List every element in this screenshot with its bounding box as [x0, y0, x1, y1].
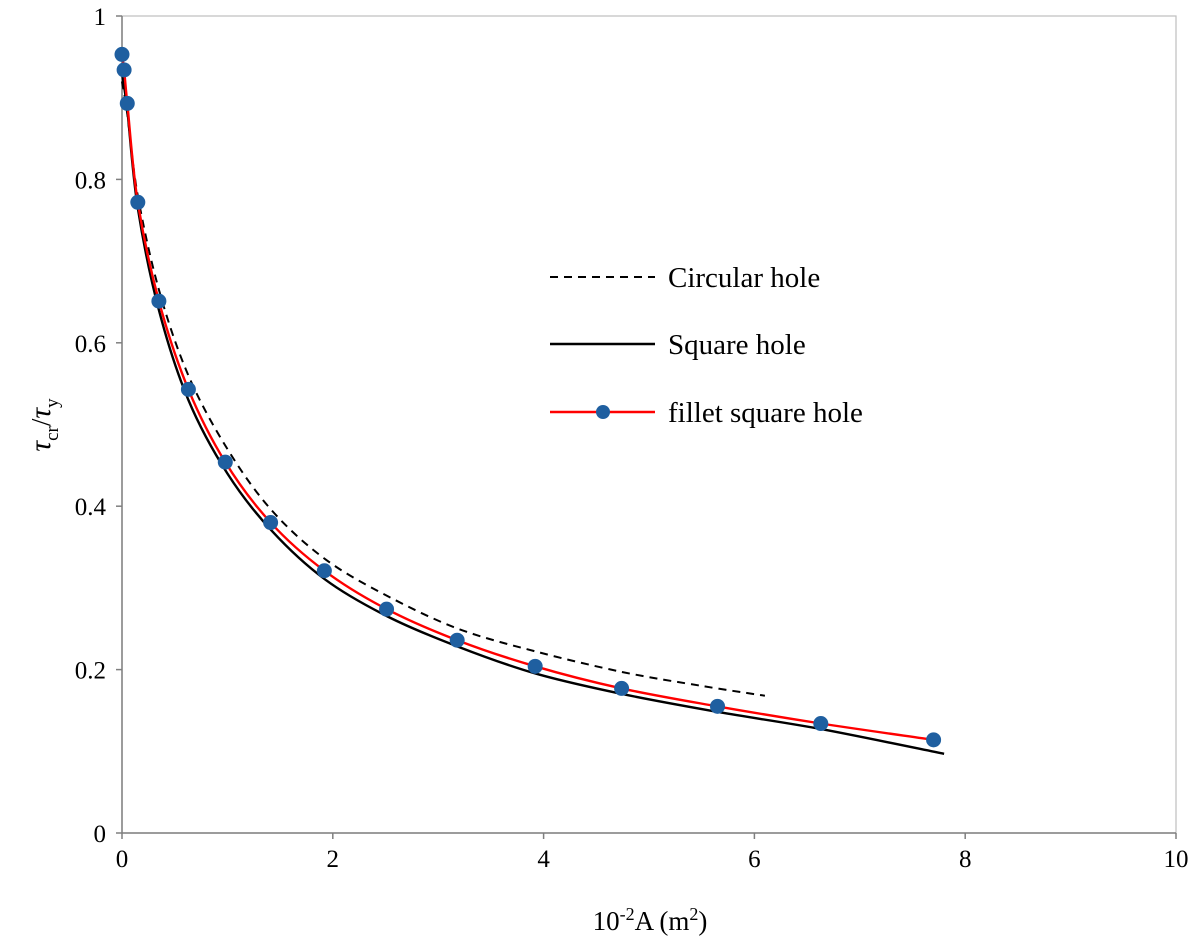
y-tick-label: 0.6 [75, 331, 106, 358]
x-tick-labels: 0 2 4 6 8 10 [116, 833, 1189, 873]
x-tick-label: 2 [327, 846, 340, 873]
series-line-circular-hole [121, 81, 766, 697]
y-axis-title: τcr/τy [24, 398, 63, 452]
series-line-fillet-square-hole [120, 54, 934, 742]
data-point-fillet-square-hole [130, 194, 146, 210]
y-tick-label: 0.2 [75, 658, 106, 685]
legend-label-fillet-square-hole: fillet square hole [668, 397, 863, 429]
data-point-fillet-square-hole [114, 46, 130, 62]
data-point-fillet-square-hole [151, 293, 167, 309]
y-tick-label: 0.4 [75, 494, 107, 521]
y-tick-label: 0 [94, 821, 107, 848]
axes-frame [121, 15, 1177, 834]
data-point-fillet-square-hole [527, 658, 543, 674]
data-point-fillet-square-hole [316, 563, 332, 579]
x-axis-title: 10-2A (m2) [593, 904, 708, 936]
data-point-fillet-square-hole [926, 732, 942, 748]
data-point-fillet-square-hole [119, 95, 135, 111]
y-tick-label: 1 [94, 4, 107, 31]
x-tick-label: 8 [959, 846, 972, 873]
data-point-fillet-square-hole [180, 381, 196, 397]
legend-label-circular-hole: Circular hole [668, 262, 820, 294]
data-point-fillet-square-hole [710, 698, 726, 714]
data-point-fillet-square-hole [614, 680, 630, 696]
legend: Circular hole Square hole fillet square … [550, 262, 863, 429]
legend-marker-fillet-square-hole [596, 405, 610, 419]
data-point-fillet-square-hole [449, 632, 465, 648]
x-tick-label: 4 [537, 846, 550, 873]
x-tick-label: 10 [1164, 846, 1189, 873]
x-tick-label: 6 [748, 846, 761, 873]
y-tick-label: 0.8 [75, 167, 106, 194]
series-layer [114, 46, 945, 755]
x-tick-label: 0 [116, 846, 129, 873]
plot-frame [121, 15, 1177, 834]
legend-label-square-hole: Square hole [668, 329, 806, 361]
data-point-fillet-square-hole [379, 601, 395, 617]
data-point-fillet-square-hole [263, 515, 279, 531]
y-tick-labels: 0 0.2 0.4 0.6 0.8 1 [75, 4, 122, 848]
data-point-fillet-square-hole [813, 716, 829, 732]
data-point-fillet-square-hole [116, 62, 132, 78]
data-point-fillet-square-hole [217, 454, 233, 470]
